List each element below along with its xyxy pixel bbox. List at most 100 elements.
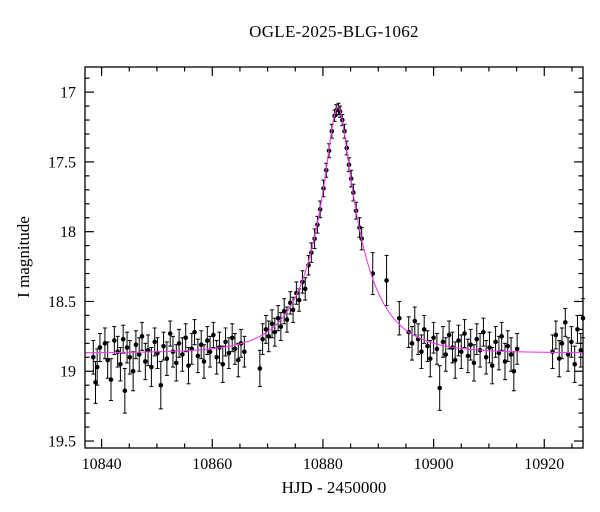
data-point [502, 359, 508, 364]
data-point [207, 349, 213, 355]
data-point [260, 336, 265, 342]
data-point [499, 334, 504, 339]
data-point [266, 334, 272, 339]
data-point [443, 352, 449, 357]
data-point [223, 339, 228, 345]
data-point [468, 342, 473, 348]
data-point [232, 346, 238, 352]
data-point [214, 354, 219, 360]
data-point [456, 338, 461, 343]
data-point [446, 332, 452, 338]
data-point [302, 286, 308, 292]
y-tick-label: 19.5 [48, 434, 76, 451]
data-point [220, 361, 226, 367]
data-point [550, 349, 555, 355]
data-point [115, 349, 120, 355]
data-point [471, 360, 477, 366]
data-point [437, 385, 442, 391]
data-point [167, 331, 173, 336]
data-point [136, 352, 142, 357]
data-point [493, 339, 498, 345]
data-point [553, 332, 559, 338]
y-axis-label: I magnitude [14, 216, 33, 298]
data-point [296, 297, 302, 303]
y-tick-label: 17 [60, 85, 76, 102]
data-point [384, 278, 389, 283]
data-point [93, 380, 98, 385]
chart-title: OGLE-2025-BLG-1062 [249, 22, 419, 41]
data-point [201, 359, 207, 364]
data-point [180, 352, 185, 357]
data-point [452, 357, 458, 363]
data-point [105, 357, 110, 363]
data-point [275, 315, 281, 321]
data-point [508, 352, 514, 357]
x-tick-label: 10840 [82, 456, 122, 473]
data-point [91, 354, 96, 360]
y-tick-label: 17.5 [48, 154, 76, 171]
data-point [94, 364, 100, 370]
data-point [174, 360, 179, 366]
data-point [158, 382, 164, 388]
data-point [514, 346, 520, 352]
data-point [127, 354, 133, 360]
data-point [257, 366, 263, 371]
data-point [396, 315, 402, 321]
data-point [164, 356, 170, 361]
y-tick-label: 18.5 [48, 294, 76, 311]
data-point [108, 377, 114, 382]
data-point [242, 349, 247, 355]
data-point [226, 350, 232, 356]
y-tick-label: 18 [60, 224, 76, 241]
data-point [235, 357, 241, 363]
data-point [569, 339, 574, 345]
x-axis-label: HJD - 2450000 [281, 478, 387, 497]
data-point [120, 336, 126, 342]
data-point [440, 339, 446, 345]
data-point [229, 335, 235, 341]
data-point [263, 327, 269, 332]
data-point [124, 345, 130, 350]
data-point [130, 368, 136, 374]
data-point [431, 335, 436, 341]
data-point [565, 352, 571, 357]
y-tick-label: 19 [60, 364, 76, 381]
data-point [139, 334, 145, 339]
data-point [122, 388, 128, 394]
data-point [419, 349, 424, 355]
data-point [425, 343, 430, 349]
data-point [465, 353, 471, 359]
data-point [278, 324, 284, 329]
data-point [149, 364, 154, 370]
data-point [481, 329, 486, 335]
x-tick-label: 10880 [303, 456, 343, 473]
data-point [505, 343, 511, 349]
x-tick-label: 10900 [414, 456, 454, 473]
data-point [559, 341, 565, 346]
data-point [143, 359, 148, 364]
data-point [269, 321, 275, 327]
data-point [198, 342, 204, 348]
data-point [427, 356, 433, 361]
data-point [284, 317, 290, 322]
data-point [575, 327, 580, 332]
data-point [434, 346, 440, 352]
data-point [412, 318, 418, 324]
x-tick-label: 10860 [192, 456, 232, 473]
data-point [572, 361, 577, 367]
data-point [462, 331, 467, 336]
data-point [118, 361, 123, 367]
plot-frame [84, 66, 584, 449]
data-point [161, 343, 166, 349]
data-point [409, 341, 415, 346]
x-tick-label: 10920 [524, 456, 564, 473]
data-point [496, 350, 502, 356]
data-point [183, 335, 189, 341]
data-point [186, 363, 191, 368]
data-point [97, 345, 103, 350]
data-point [562, 320, 568, 325]
data-point [133, 342, 139, 348]
data-point [204, 338, 210, 343]
data-point [474, 336, 480, 342]
